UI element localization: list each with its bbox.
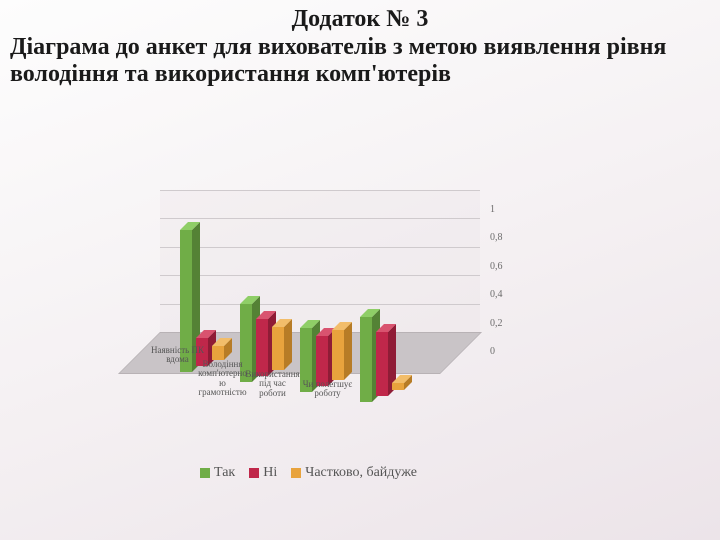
legend-swatch-no <box>249 468 259 478</box>
gridline <box>160 247 480 248</box>
y-tick-label: 0,8 <box>490 232 530 243</box>
chart-backwall <box>160 190 480 332</box>
legend-swatch-partial <box>291 468 301 478</box>
legend-label-yes: Так <box>214 465 235 481</box>
chart-3d-bar: 00,20,40,60,81 Наявність ПК вдомаВолодін… <box>130 190 560 490</box>
gridline <box>160 218 480 219</box>
title-rest: Діаграма до анкет для вихователів з мето… <box>10 34 710 89</box>
legend-item-yes: Так <box>200 465 235 481</box>
y-tick-label: 0 <box>490 346 530 357</box>
x-category-label: Володіння комп'ютерною грамотністю <box>195 360 250 398</box>
legend-item-partial: Частково, байдуже <box>291 465 417 481</box>
x-category-label: Чи полегшує роботу <box>300 380 355 399</box>
y-tick-label: 0,6 <box>490 261 530 272</box>
y-tick-label: 0,2 <box>490 318 530 329</box>
title-block: Додаток № 3 Діаграма до анкет для вихова… <box>0 0 720 89</box>
y-tick-label: 0,4 <box>490 289 530 300</box>
legend: Так Ні Частково, байдуже <box>200 465 417 481</box>
gridline <box>160 304 480 305</box>
y-tick-label: 1 <box>490 204 530 215</box>
gridline <box>160 190 480 191</box>
legend-label-no: Ні <box>263 465 277 481</box>
legend-item-no: Ні <box>249 465 277 481</box>
title-line-1: Додаток № 3 <box>10 6 710 34</box>
legend-label-partial: Частково, байдуже <box>305 465 417 481</box>
page-root: Додаток № 3 Діаграма до анкет для вихова… <box>0 0 720 540</box>
legend-swatch-yes <box>200 468 210 478</box>
x-category-label: Використання під час роботи <box>245 370 300 398</box>
gridline <box>160 275 480 276</box>
